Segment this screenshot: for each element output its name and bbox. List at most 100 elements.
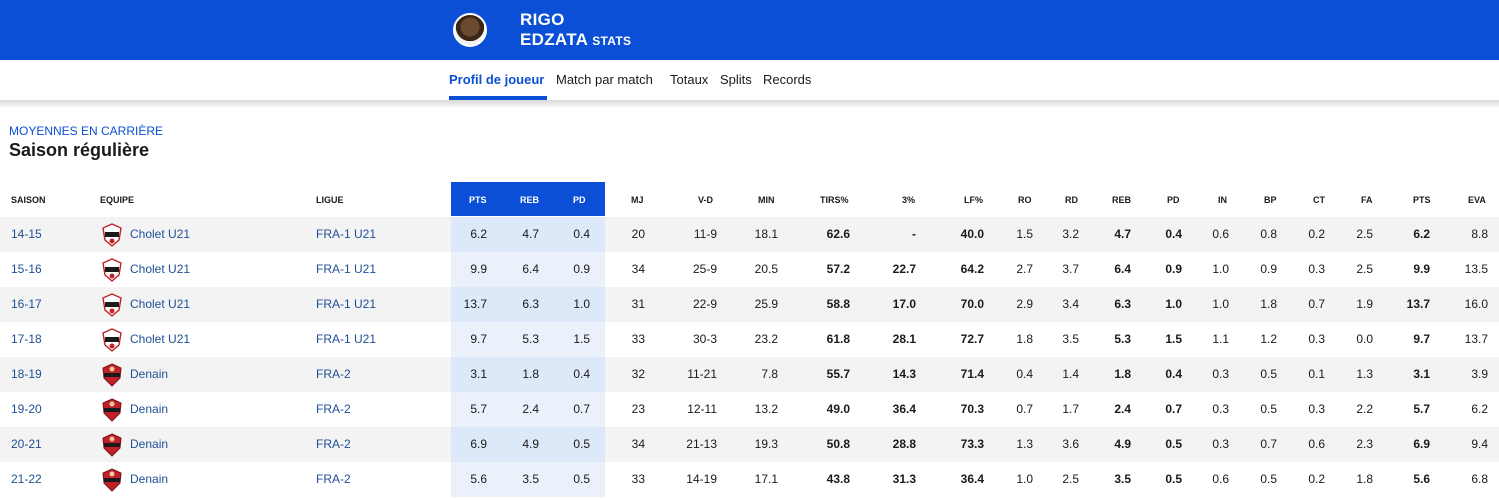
cell-p3: 28.1 bbox=[892, 332, 916, 346]
tab-nav bbox=[0, 60, 1499, 100]
cell-ro: 1.5 bbox=[1016, 227, 1033, 241]
cell-league[interactable]: FRA-1 U21 bbox=[316, 262, 377, 276]
highlight-cell-bg bbox=[451, 217, 605, 252]
cell-min: 7.8 bbox=[761, 367, 778, 381]
highlight-cell-bg bbox=[451, 462, 605, 497]
cell-league[interactable]: FRA-2 bbox=[316, 402, 351, 416]
header-ct: CT bbox=[1313, 195, 1325, 205]
cell-min: 18.1 bbox=[754, 227, 778, 241]
cell-team[interactable]: Cholet U21 bbox=[130, 332, 191, 346]
cell-league[interactable]: FRA-1 U21 bbox=[316, 297, 377, 311]
cell-team[interactable]: Denain bbox=[130, 437, 169, 451]
player-last-name-line: EDZATA STATS bbox=[520, 30, 631, 50]
stats-suffix: STATS bbox=[592, 34, 632, 48]
header-mj: MJ bbox=[631, 195, 644, 205]
cell-saison[interactable]: 17-18 bbox=[11, 332, 42, 346]
cell-fa: 2.3 bbox=[1356, 437, 1373, 451]
cell-pd-hl: 0.5 bbox=[573, 437, 590, 451]
cell-saison[interactable]: 21-22 bbox=[11, 472, 42, 486]
cell-lf: 64.2 bbox=[960, 262, 984, 276]
cell-reb-hl: 1.8 bbox=[522, 367, 539, 381]
cell-reb: 4.7 bbox=[1114, 227, 1131, 241]
cell-ct: 0.1 bbox=[1308, 367, 1325, 381]
cell-vd: 11-9 bbox=[693, 227, 717, 241]
cell-saison[interactable]: 15-16 bbox=[11, 262, 42, 276]
cell-pd-hl: 0.7 bbox=[573, 402, 590, 416]
cell-league[interactable]: FRA-2 bbox=[316, 472, 351, 486]
cell-ct: 0.7 bbox=[1308, 297, 1325, 311]
cell-saison[interactable]: 14-15 bbox=[11, 227, 42, 241]
cell-pts: 5.6 bbox=[1413, 472, 1430, 486]
cell-ct: 0.2 bbox=[1308, 472, 1325, 486]
cell-rd: 3.6 bbox=[1062, 437, 1079, 451]
cell-p3: 28.8 bbox=[892, 437, 916, 451]
cell-lf: 36.4 bbox=[960, 472, 984, 486]
header-ligue: LIGUE bbox=[316, 195, 344, 205]
player-last-name: EDZATA bbox=[520, 30, 589, 49]
cell-team[interactable]: Cholet U21 bbox=[130, 262, 191, 276]
cell-min: 20.5 bbox=[754, 262, 778, 276]
cell-p3: - bbox=[912, 227, 916, 241]
cell-league[interactable]: FRA-2 bbox=[316, 437, 351, 451]
cell-saison[interactable]: 18-19 bbox=[11, 367, 42, 381]
cell-ro: 2.9 bbox=[1016, 297, 1033, 311]
player-avatar bbox=[453, 13, 487, 47]
cholet-logo-icon bbox=[101, 293, 123, 317]
header-in: IN bbox=[1218, 195, 1227, 205]
tab-splits[interactable]: Splits bbox=[720, 72, 752, 87]
cell-league[interactable]: FRA-2 bbox=[316, 367, 351, 381]
cell-pd: 0.4 bbox=[1165, 367, 1182, 381]
table-row: 17-18 Cholet U21 FRA-1 U21 9.7 5.3 1.5 33 30-3 2… bbox=[0, 322, 1499, 357]
table-row: 16-17 Cholet U21 FRA-1 U21 13.7 6.3 1.0 31 22-9… bbox=[0, 287, 1499, 322]
cell-min: 13.2 bbox=[754, 402, 778, 416]
cell-league[interactable]: FRA-1 U21 bbox=[316, 332, 377, 346]
cell-pd-hl: 0.4 bbox=[573, 227, 590, 241]
cell-saison[interactable]: 19-20 bbox=[11, 402, 42, 416]
cell-fa: 0.0 bbox=[1356, 332, 1373, 346]
cell-fa: 1.3 bbox=[1356, 367, 1373, 381]
cell-reb-hl: 6.3 bbox=[522, 297, 539, 311]
cell-lf: 71.4 bbox=[960, 367, 984, 381]
cell-mj: 34 bbox=[631, 262, 645, 276]
highlight-cell-bg bbox=[451, 357, 605, 392]
cell-in: 0.3 bbox=[1212, 402, 1229, 416]
header-eva: EVA bbox=[1468, 195, 1486, 205]
cell-team[interactable]: Cholet U21 bbox=[130, 227, 191, 241]
cell-reb: 3.5 bbox=[1114, 472, 1131, 486]
tab-match-par-match[interactable]: Match par match bbox=[556, 72, 653, 87]
highlight-cell-bg bbox=[451, 322, 605, 357]
cell-in: 1.0 bbox=[1212, 262, 1229, 276]
cell-reb-hl: 5.3 bbox=[522, 332, 539, 346]
cell-bp: 0.9 bbox=[1260, 262, 1277, 276]
cell-pd-hl: 1.5 bbox=[573, 332, 590, 346]
denain-logo-icon bbox=[101, 468, 123, 492]
cell-reb: 4.9 bbox=[1114, 437, 1131, 451]
cell-pts: 9.7 bbox=[1413, 332, 1430, 346]
cell-tirs: 57.2 bbox=[826, 262, 850, 276]
table-row: 20-21 Denain FRA-2 6.9 4.9 0.5 34 21-13 19.3 50.8… bbox=[0, 427, 1499, 462]
header-min: MIN bbox=[758, 195, 775, 205]
cell-mj: 31 bbox=[631, 297, 645, 311]
highlight-cell-bg bbox=[451, 427, 605, 462]
cell-saison[interactable]: 16-17 bbox=[11, 297, 42, 311]
cell-team[interactable]: Denain bbox=[130, 402, 169, 416]
cell-team[interactable]: Denain bbox=[130, 367, 169, 381]
cell-lf: 72.7 bbox=[960, 332, 984, 346]
cell-bp: 0.7 bbox=[1260, 437, 1277, 451]
tab-totaux[interactable]: Totaux bbox=[670, 72, 709, 87]
cell-bp: 0.5 bbox=[1260, 402, 1277, 416]
cell-p3: 17.0 bbox=[892, 297, 916, 311]
tab-profil[interactable]: Profil de joueur bbox=[449, 72, 545, 87]
denain-logo-icon bbox=[101, 433, 123, 457]
cell-pts: 5.7 bbox=[1413, 402, 1430, 416]
cell-league[interactable]: FRA-1 U21 bbox=[316, 227, 377, 241]
tab-records[interactable]: Records bbox=[763, 72, 812, 87]
header-bar bbox=[0, 0, 1499, 60]
cell-saison[interactable]: 20-21 bbox=[11, 437, 42, 451]
cell-eva: 3.9 bbox=[1471, 367, 1488, 381]
cell-lf: 70.0 bbox=[960, 297, 984, 311]
table-row: 14-15 Cholet U21 FRA-1 U21 6.2 4.7 0.4 20 11-9 1… bbox=[0, 217, 1499, 252]
cell-team[interactable]: Cholet U21 bbox=[130, 297, 191, 311]
cell-pts-hl: 5.7 bbox=[470, 402, 487, 416]
cell-team[interactable]: Denain bbox=[130, 472, 169, 486]
